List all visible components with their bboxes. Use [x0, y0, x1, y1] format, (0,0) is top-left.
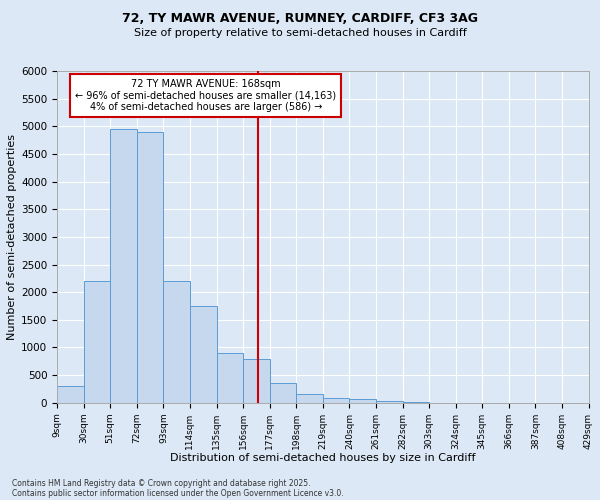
Bar [296, 394, 323, 403]
Bar [137, 132, 163, 403]
Bar [403, 402, 429, 403]
X-axis label: Distribution of semi-detached houses by size in Cardiff: Distribution of semi-detached houses by … [170, 453, 476, 463]
Bar [243, 358, 269, 403]
Y-axis label: Number of semi-detached properties: Number of semi-detached properties [7, 134, 17, 340]
Bar [376, 401, 403, 403]
Bar [57, 386, 83, 403]
Bar [110, 129, 137, 403]
Bar [217, 353, 243, 403]
Bar [349, 400, 376, 403]
Text: Contains public sector information licensed under the Open Government Licence v3: Contains public sector information licen… [12, 488, 344, 498]
Text: 72 TY MAWR AVENUE: 168sqm
← 96% of semi-detached houses are smaller (14,163)
4% : 72 TY MAWR AVENUE: 168sqm ← 96% of semi-… [76, 79, 337, 112]
Text: 72, TY MAWR AVENUE, RUMNEY, CARDIFF, CF3 3AG: 72, TY MAWR AVENUE, RUMNEY, CARDIFF, CF3… [122, 12, 478, 26]
Text: Contains HM Land Registry data © Crown copyright and database right 2025.: Contains HM Land Registry data © Crown c… [12, 478, 311, 488]
Bar [190, 306, 217, 403]
Bar [269, 384, 296, 403]
Bar [163, 281, 190, 403]
Bar [323, 398, 349, 403]
Text: Size of property relative to semi-detached houses in Cardiff: Size of property relative to semi-detach… [134, 28, 466, 38]
Bar [83, 281, 110, 403]
